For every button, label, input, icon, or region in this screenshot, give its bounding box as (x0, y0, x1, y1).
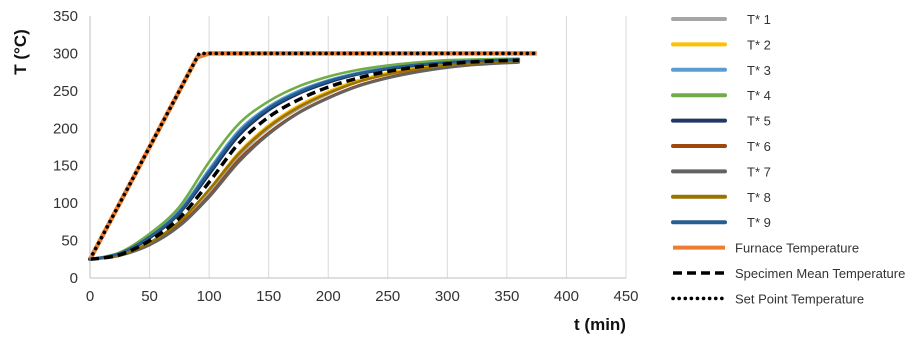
y-axis-title: T (°C) (11, 29, 30, 75)
legend-label-furnace-temperature: Furnace Temperature (735, 241, 859, 256)
x-tick-label: 200 (316, 288, 341, 305)
legend-label-set-point-temperature: Set Point Temperature (735, 291, 864, 306)
x-tick-label: 450 (613, 288, 638, 305)
tick-labels: 0 50 100 150 200 250 300 350 400 450 0 50 100 150 200 2… (53, 8, 639, 305)
legend-label-t-7: T* 7 (747, 164, 771, 179)
y-tick-label: 50 (61, 233, 78, 250)
x-tick-label: 250 (375, 288, 400, 305)
plot-series (88, 51, 539, 262)
x-tick-label: 400 (554, 288, 579, 305)
series-line-t-9 (88, 58, 521, 261)
legend-label-t-3: T* 3 (747, 63, 771, 78)
y-tick-label: 100 (53, 195, 78, 212)
y-tick-label: 350 (53, 8, 78, 25)
legend-label-t-2: T* 2 (747, 37, 771, 52)
axes (89, 16, 626, 279)
x-tick-label: 300 (435, 288, 460, 305)
y-tick-label: 250 (53, 83, 78, 100)
series-line-t-4 (88, 57, 521, 261)
legend: T* 1 T* 2 T* 3 T* 4 T* 5 T* 6 T* 7 T* 8 T* 9 Furn… (671, 12, 905, 306)
y-tick-label: 150 (53, 158, 78, 175)
legend-label-t-9: T* 9 (747, 215, 771, 230)
legend-label-t-4: T* 4 (747, 88, 771, 103)
x-tick-label: 100 (197, 288, 222, 305)
legend-label-specimen-mean-temperature: Specimen Mean Temperature (735, 266, 905, 281)
legend-label-t-8: T* 8 (747, 190, 771, 205)
legend-label-t-1: T* 1 (747, 12, 771, 27)
x-tick-label: 350 (494, 288, 519, 305)
x-tick-label: 150 (256, 288, 281, 305)
legend-label-t-5: T* 5 (747, 114, 771, 129)
series-line-set-point-temperature (88, 51, 539, 262)
series-line-t-8 (88, 59, 521, 261)
series-line-t-7 (88, 61, 521, 261)
series-line-specimen-mean-temperature (89, 58, 519, 262)
x-tick-label: 50 (141, 288, 158, 305)
y-tick-label: 300 (53, 45, 78, 62)
legend-label-t-6: T* 6 (747, 139, 771, 154)
x-axis-title: t (min) (574, 315, 626, 334)
y-tick-label: 200 (53, 120, 78, 137)
x-tick-label: 0 (86, 288, 94, 305)
y-tick-label: 0 (70, 270, 78, 287)
